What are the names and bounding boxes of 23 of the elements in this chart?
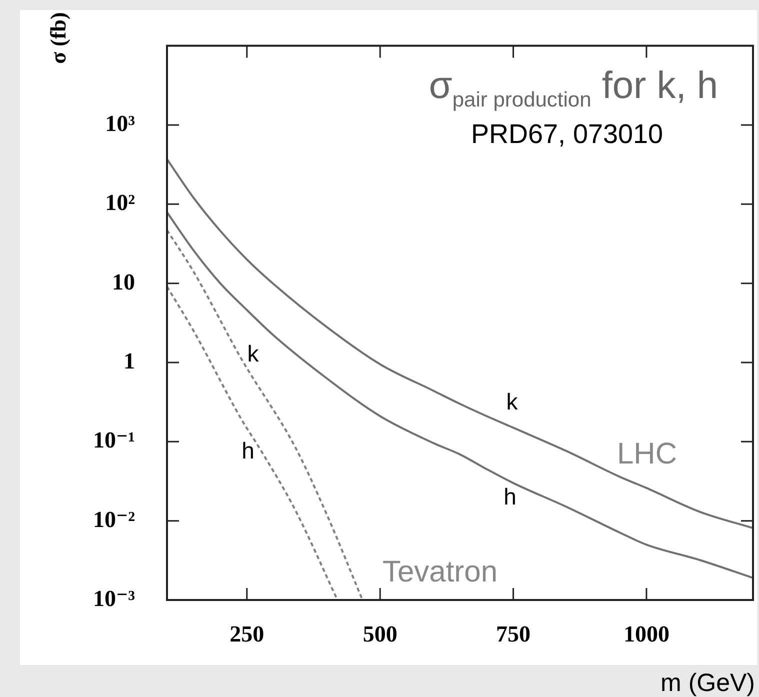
annotation: Tevatron (382, 555, 498, 588)
y-tick-label: 10² (105, 190, 136, 216)
line-series (167, 286, 338, 600)
y-tick-label: 10⁻² (92, 506, 136, 532)
text: PRD67, 073010 (470, 119, 664, 149)
y-tick-label: 10³ (105, 110, 136, 136)
y-tick-label: 10⁻¹ (92, 428, 135, 453)
annotation: k (247, 340, 260, 366)
x-axis-title: m (GeV) (660, 669, 755, 697)
x-tick-label: 750 (496, 622, 531, 647)
annotation: k (506, 388, 518, 414)
line-series (167, 229, 364, 600)
annotation: h (242, 437, 254, 464)
y-tick-label: 10 (112, 269, 135, 294)
x-tick-label: 250 (230, 622, 264, 647)
x-tick-label: 1000 (623, 622, 670, 647)
y-tick-label: 1 (124, 348, 135, 374)
line-series (167, 158, 753, 530)
annotation: LHC (616, 437, 678, 470)
y-axis-title: σ (fb) (46, 12, 71, 64)
y-tick-label: 10⁻³ (92, 586, 136, 611)
x-tick-label: 500 (362, 622, 398, 647)
annotation: h (504, 483, 516, 510)
